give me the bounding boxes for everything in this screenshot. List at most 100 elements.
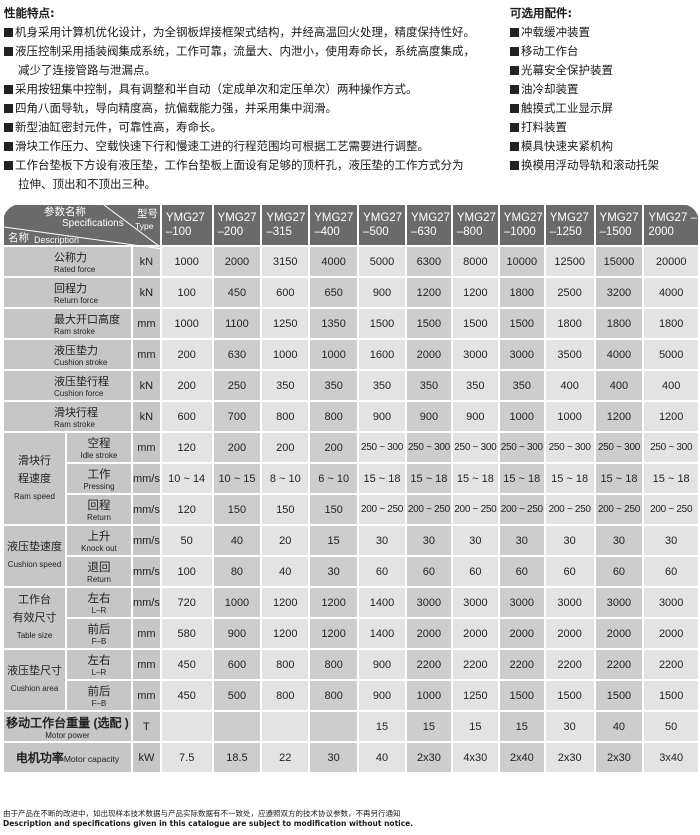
table-row: 回程 Return mm/s 120 150 150 150 200 ~ 250 200 ~ 2… [3, 493, 700, 526]
value-cell: 1000 [404, 679, 453, 712]
model-header: YMG27 –200 [211, 203, 263, 247]
value-cell: 200 ~ 250 [357, 493, 407, 526]
value-cell: 60 [543, 555, 596, 588]
value-cell: 200 [260, 431, 311, 464]
features-section: 性能特点: 机身采用计算机优化设计，为全钢板焊接框架式结构，并经高温回火处理，精… [4, 4, 504, 194]
row-label-en: Pressing [83, 482, 115, 491]
value-cell: 60 [404, 555, 453, 588]
group-zh: 工作台 [17, 594, 51, 606]
value-cell: 3500 [543, 338, 596, 371]
value-cell: 15 ~ 18 [543, 462, 596, 495]
row-label: 回程 Return [64, 493, 133, 526]
value-cell: 40 [357, 741, 407, 774]
value-cell: 22 [260, 741, 311, 774]
bullet-square-icon [510, 104, 519, 113]
value-cell: 30 [450, 524, 500, 557]
row-label: 回程力 Return force [2, 276, 133, 309]
value-cell: 3150 [260, 245, 311, 278]
value-cell: 200 ~ 250 [497, 493, 546, 526]
feature-text: 滑块工作压力、空载快速下行和慢速工进的行程范围均可根据工艺需要进行调整。 [15, 139, 429, 153]
value-cell: 6300 [404, 245, 453, 278]
group-en: Cushion area [10, 684, 59, 693]
option-text: 打料装置 [521, 120, 567, 134]
row-label-en: F–B [91, 637, 107, 646]
row-label: 公称力 Rated force [2, 245, 133, 278]
feature-text: 机身采用计算机优化设计，为全钢板焊接框架式结构，并经高温回火处理，精度保持性好。 [15, 25, 475, 39]
value-cell: 150 [308, 493, 360, 526]
value-cell: 400 [543, 369, 596, 402]
table-row: 公称力 Rated force kN 1000 2000 3150 4000 5000 6300… [2, 245, 700, 278]
value-cell: 150 [260, 493, 311, 526]
value-cell: 15 ~ 18 [497, 462, 546, 495]
value-cell: 250 ~ 300 [642, 431, 700, 464]
bullet-square-icon [510, 66, 519, 75]
row-label: 液压垫力 Cushion stroke [2, 338, 133, 371]
value-cell: 3000 [497, 338, 546, 371]
unit-cell: kW [130, 741, 162, 774]
model-header: YMG27 –400 [308, 203, 360, 247]
features-title: 性能特点: [4, 6, 55, 20]
value-cell: 250 ~ 300 [357, 431, 407, 464]
value-cell: 30 [308, 555, 360, 588]
value-cell: 900 [450, 400, 500, 433]
value-cell: 1500 [543, 679, 596, 712]
value-cell: 900 [357, 679, 407, 712]
row-label-zh: 工作 [87, 469, 111, 481]
row-label: 最大开口高度 Ram stroke [2, 307, 133, 340]
row-label-en: Return [86, 575, 111, 584]
options-title: 可选用配件: [510, 6, 573, 20]
table-row: 液压垫行程 Cushion force kN 200 250 350 350 350 350 35… [2, 369, 700, 402]
feature-item: 液压控制采用插装阀集成系统，工作可靠，流量大、内泄小，使用寿命长，系统高度集成， [4, 42, 504, 61]
value-cell: 50 [159, 524, 214, 557]
group-en: Ram speed [14, 491, 55, 501]
unit-cell: mm [130, 679, 162, 712]
value-cell: 15 [450, 710, 500, 743]
model-header: YMG27 –630 [404, 203, 453, 247]
value-cell: 580 [159, 617, 214, 650]
table-row: 前后 F–B mm 450 500 800 800 900 1000 1250 1500 1500 15… [3, 679, 700, 712]
value-cell: 250 ~ 300 [593, 431, 645, 464]
value-cell: 150 [211, 493, 263, 526]
row-label: 左右 L–R [64, 586, 133, 619]
row-label-zh: 左右 [87, 593, 111, 605]
value-cell: 7.5 [159, 741, 214, 774]
value-cell: 3000 [450, 338, 500, 371]
value-cell: 250 ~ 300 [404, 431, 453, 464]
value-cell: 30 [404, 524, 453, 557]
unit-cell: mm/s [130, 524, 162, 557]
value-cell: 12500 [543, 245, 596, 278]
value-cell: 250 [211, 369, 263, 402]
row-label-zh: 电机功率 [15, 751, 64, 765]
option-item: 油冷却装置 [510, 80, 700, 99]
row-label-zh: 回程 [87, 500, 111, 512]
value-cell: 50 [642, 710, 700, 743]
option-item: 打料装置 [510, 118, 700, 137]
row-label-zh: 退回 [87, 562, 111, 574]
unit-cell: mm/s [130, 586, 162, 619]
value-cell: 8000 [450, 245, 500, 278]
row-label-zh: 移动工作台重量 (选配 ) [6, 715, 129, 730]
value-cell: 1400 [357, 586, 407, 619]
row-label-en: F–B [91, 699, 107, 708]
option-item: 移动工作台 [510, 42, 700, 61]
group-en: Cushion speed [7, 560, 62, 569]
value-cell: 400 [642, 369, 700, 402]
group-zh2: 有效尺寸 [12, 612, 57, 624]
value-cell: 1800 [642, 307, 700, 340]
row-label-en: Knock out [81, 544, 117, 553]
value-cell: 15 [497, 710, 546, 743]
bullet-square-icon [510, 161, 519, 170]
value-cell: 200 ~ 250 [642, 493, 700, 526]
feature-item: 四角八面导轨，导向精度高，抗偏载能力强，并采用集中润滑。 [4, 99, 504, 118]
value-cell [260, 710, 311, 743]
value-cell: 8 ~ 10 [260, 462, 311, 495]
value-cell: 1500 [642, 679, 700, 712]
value-cell: 250 ~ 300 [543, 431, 596, 464]
type-en: Type [135, 221, 154, 231]
value-cell: 30 [308, 741, 360, 774]
value-cell: 800 [260, 679, 311, 712]
feature-text: 减少了连接管路与泄漏点。 [18, 63, 156, 77]
value-cell: 200 [211, 431, 263, 464]
value-cell: 1000 [497, 400, 546, 433]
unit-cell: T [130, 710, 162, 743]
